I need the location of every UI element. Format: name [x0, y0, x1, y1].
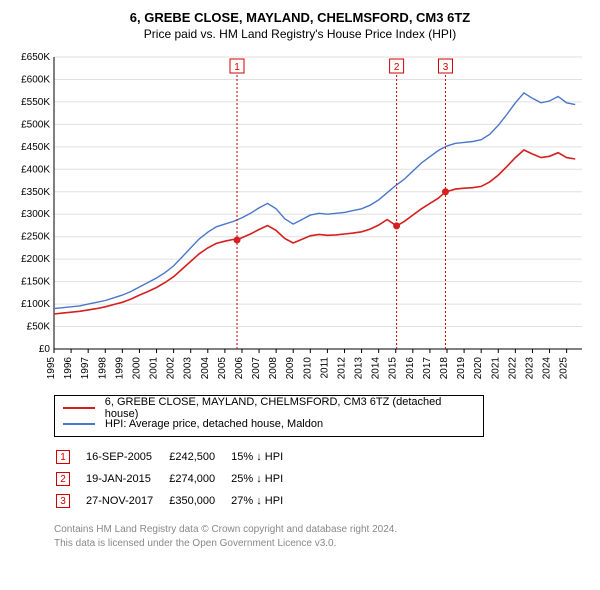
- legend-label: 6, GREBE CLOSE, MAYLAND, CHELMSFORD, CM3…: [105, 396, 475, 420]
- svg-text:2024: 2024: [542, 357, 553, 380]
- footnote-line: Contains HM Land Registry data © Crown c…: [54, 523, 590, 537]
- sale-point-1: [234, 237, 241, 244]
- svg-text:£150K: £150K: [21, 277, 50, 288]
- svg-text:2009: 2009: [285, 357, 296, 380]
- svg-text:£650K: £650K: [21, 52, 50, 63]
- svg-text:2022: 2022: [507, 357, 518, 380]
- svg-text:£550K: £550K: [21, 97, 50, 108]
- svg-text:2002: 2002: [166, 357, 177, 380]
- sales-table: 1 16-SEP-2005£242,50015% ↓ HPI 2 19-JAN-201…: [54, 445, 299, 513]
- sale-price: £242,500: [169, 447, 229, 467]
- svg-text:2012: 2012: [336, 357, 347, 380]
- sale-vs-hpi: 15% ↓ HPI: [231, 447, 297, 467]
- sale-date: 16-SEP-2005: [86, 447, 167, 467]
- svg-text:£200K: £200K: [21, 254, 50, 265]
- chart-canvas: £0 £50K £100K £150K £200K £250K £300K £350K £400…: [10, 49, 590, 389]
- svg-text:2014: 2014: [371, 357, 382, 380]
- svg-text:2007: 2007: [251, 357, 262, 380]
- price-chart: £0 £50K £100K £150K £200K £250K £300K £350K £400…: [10, 49, 590, 389]
- svg-text:2011: 2011: [319, 357, 330, 379]
- svg-text:£350K: £350K: [21, 187, 50, 198]
- svg-text:£450K: £450K: [21, 142, 50, 153]
- svg-text:1: 1: [234, 62, 240, 73]
- svg-text:£250K: £250K: [21, 232, 50, 243]
- svg-text:2023: 2023: [524, 357, 535, 380]
- svg-text:2020: 2020: [473, 357, 484, 380]
- svg-text:2010: 2010: [302, 357, 313, 380]
- table-row: 2 19-JAN-2015£274,00025% ↓ HPI: [56, 469, 297, 489]
- table-row: 1 16-SEP-2005£242,50015% ↓ HPI: [56, 447, 297, 467]
- chart-title-address: 6, GREBE CLOSE, MAYLAND, CHELMSFORD, CM3…: [10, 10, 590, 25]
- svg-text:£300K: £300K: [21, 209, 50, 220]
- sale-marker-icon: 3: [56, 494, 70, 508]
- svg-text:1996: 1996: [63, 357, 74, 380]
- svg-text:£100K: £100K: [21, 299, 50, 310]
- svg-text:1995: 1995: [46, 357, 57, 380]
- svg-text:2017: 2017: [422, 357, 433, 380]
- table-row: 3 27-NOV-2017£350,00027% ↓ HPI: [56, 491, 297, 511]
- chart-legend: 6, GREBE CLOSE, MAYLAND, CHELMSFORD, CM3…: [54, 395, 484, 437]
- svg-text:2001: 2001: [149, 357, 160, 380]
- svg-text:£400K: £400K: [21, 164, 50, 175]
- footnote-line: This data is licensed under the Open Gov…: [54, 537, 590, 551]
- svg-text:£0: £0: [39, 344, 51, 355]
- sale-marker-icon: 2: [56, 472, 70, 486]
- svg-text:2025: 2025: [559, 357, 570, 380]
- svg-text:1998: 1998: [97, 357, 108, 380]
- sale-vs-hpi: 27% ↓ HPI: [231, 491, 297, 511]
- sale-point-2: [393, 222, 400, 229]
- svg-text:2003: 2003: [183, 357, 194, 380]
- sale-price: £274,000: [169, 469, 229, 489]
- svg-text:£500K: £500K: [21, 119, 50, 130]
- svg-text:2000: 2000: [131, 357, 142, 380]
- chart-subtitle: Price paid vs. HM Land Registry's House …: [10, 27, 590, 41]
- svg-text:2008: 2008: [268, 357, 279, 380]
- legend-item: 6, GREBE CLOSE, MAYLAND, CHELMSFORD, CM3…: [63, 400, 475, 416]
- sale-date: 27-NOV-2017: [86, 491, 167, 511]
- sale-date: 19-JAN-2015: [86, 469, 167, 489]
- svg-text:£50K: £50K: [27, 322, 51, 333]
- svg-text:2016: 2016: [405, 357, 416, 380]
- svg-text:1997: 1997: [80, 357, 91, 380]
- svg-text:2018: 2018: [439, 357, 450, 380]
- svg-text:£600K: £600K: [21, 74, 50, 85]
- svg-text:2013: 2013: [354, 357, 365, 380]
- svg-text:2006: 2006: [234, 357, 245, 380]
- svg-text:2021: 2021: [490, 357, 501, 380]
- svg-text:1999: 1999: [114, 357, 125, 380]
- svg-text:2019: 2019: [456, 357, 467, 380]
- sale-vs-hpi: 25% ↓ HPI: [231, 469, 297, 489]
- sale-point-3: [442, 188, 449, 195]
- svg-text:2005: 2005: [217, 357, 228, 380]
- legend-swatch: [63, 407, 95, 409]
- svg-text:3: 3: [443, 62, 449, 73]
- legend-label: HPI: Average price, detached house, Mald…: [105, 418, 323, 430]
- svg-text:2004: 2004: [200, 357, 211, 380]
- legend-swatch: [63, 423, 95, 425]
- copyright-footnote: Contains HM Land Registry data © Crown c…: [54, 523, 590, 550]
- svg-text:2015: 2015: [388, 357, 399, 380]
- svg-text:2: 2: [394, 62, 400, 73]
- sale-price: £350,000: [169, 491, 229, 511]
- sale-marker-icon: 1: [56, 450, 70, 464]
